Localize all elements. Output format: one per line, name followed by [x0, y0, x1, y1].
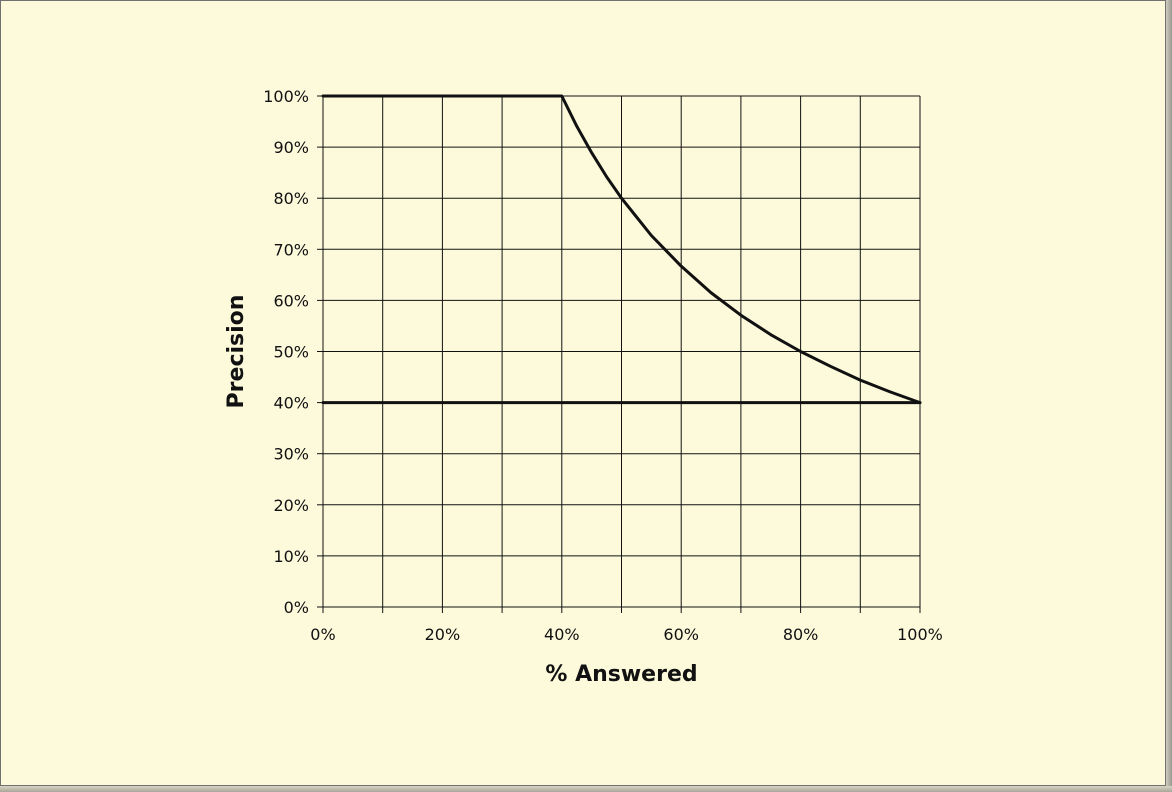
tick-labels: 0% 10% 20% 30% 40% 50% 60% 70% 80% 90% 100% 0% 20% 40… — [263, 87, 943, 644]
y-tick-label: 0% — [284, 598, 309, 617]
y-tick-label: 60% — [273, 291, 309, 310]
y-tick-label: 90% — [273, 138, 309, 157]
series-line-1 — [321, 94, 922, 405]
y-tick-label: 50% — [273, 343, 309, 362]
y-tick-label: 40% — [273, 394, 309, 413]
x-tick-label: 20% — [425, 625, 461, 644]
y-axis-title: Precision — [224, 295, 249, 409]
x-tick-label: 100% — [897, 625, 943, 644]
y-tick-label: 80% — [273, 189, 309, 208]
x-tick-label: 40% — [544, 625, 580, 644]
grid-lines — [317, 95, 921, 613]
y-tick-label: 20% — [273, 496, 309, 515]
page-edge-shadow — [1166, 0, 1172, 792]
x-axis-title: % Answered — [545, 662, 697, 687]
series-lines — [321, 94, 922, 405]
x-tick-label: 0% — [310, 625, 335, 644]
y-tick-label: 10% — [273, 547, 309, 566]
page-bottom-shadow — [0, 786, 1172, 792]
x-tick-label: 60% — [663, 625, 699, 644]
y-tick-label: 70% — [273, 240, 309, 259]
y-tick-label: 30% — [273, 445, 309, 464]
y-tick-label: 100% — [263, 87, 309, 106]
x-tick-label: 80% — [783, 625, 819, 644]
